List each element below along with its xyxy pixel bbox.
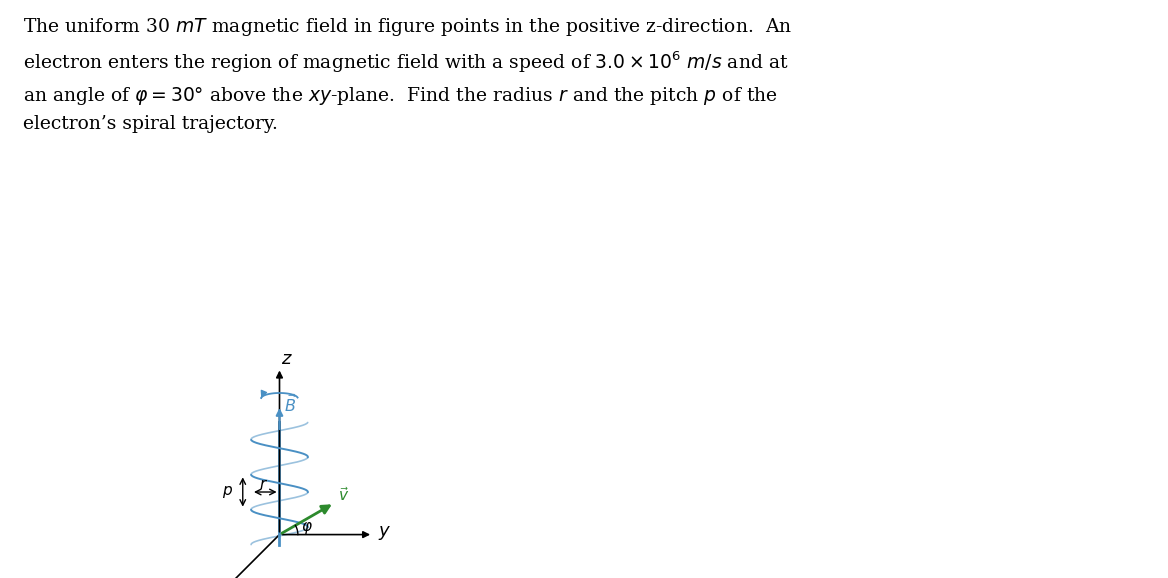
Text: $y$: $y$ xyxy=(378,524,391,542)
Text: $\vec{B}$: $\vec{B}$ xyxy=(284,395,297,416)
Text: $z$: $z$ xyxy=(281,350,293,368)
Text: $r$: $r$ xyxy=(259,477,269,492)
Text: The uniform 30 $mT$ magnetic field in figure points in the positive z-direction.: The uniform 30 $mT$ magnetic field in fi… xyxy=(23,16,793,133)
Text: $p$: $p$ xyxy=(222,484,232,500)
Text: $\vec{v}$: $\vec{v}$ xyxy=(339,486,349,504)
Text: $\varphi$: $\varphi$ xyxy=(300,520,312,536)
